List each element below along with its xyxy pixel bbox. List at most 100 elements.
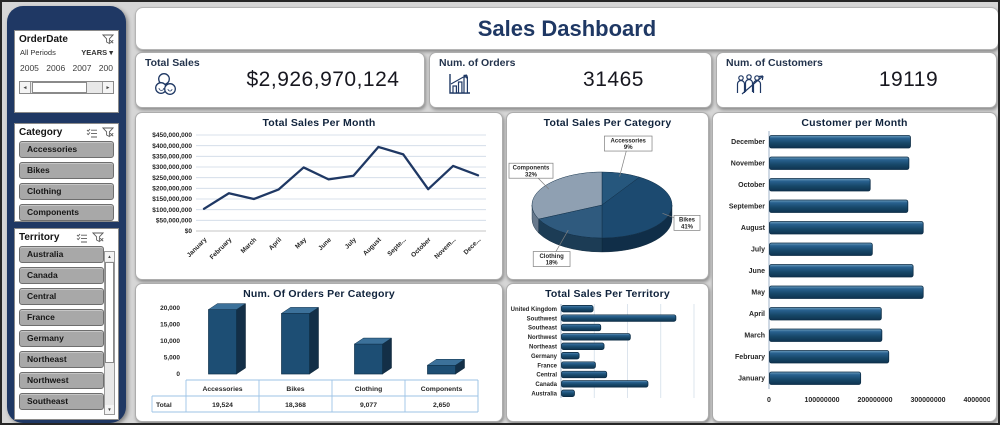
slicer-item-germany[interactable]: Germany — [19, 330, 104, 347]
territory-bar-chart-svg: United Kingdom Southwest Southeast Northwes… — [511, 304, 695, 398]
scroll-left-icon[interactable]: ◄ — [20, 82, 31, 93]
clear-filter-icon[interactable] — [102, 127, 114, 138]
svg-text:0: 0 — [767, 397, 771, 404]
pie-slice-bikes — [601, 176, 673, 239]
category-slicer-list: Accessories Bikes Clothing Components — [19, 141, 114, 221]
svg-text:5,000: 5,000 — [164, 355, 181, 362]
bar-germany — [561, 352, 580, 360]
svg-text:March: March — [240, 236, 259, 255]
category-slicer-title: Category — [19, 127, 63, 138]
bar-october — [769, 178, 871, 192]
timeline-scroll-thumb[interactable] — [31, 82, 88, 93]
clear-filter-icon[interactable] — [92, 232, 104, 243]
clear-filter-icon[interactable] — [102, 34, 114, 45]
total-sales-per-territory-card: Total Sales Per Territory United Kingdom… — [506, 283, 709, 422]
svg-text:$100,000,000: $100,000,000 — [152, 207, 192, 214]
svg-text:$250,000,000: $250,000,000 — [152, 175, 192, 182]
kpi-value: 19119 — [878, 68, 939, 91]
slicer-item-bikes[interactable]: Bikes — [19, 162, 114, 179]
total-sales-per-month-card: Total Sales Per Month $0 $50,000,000 $100,… — [135, 112, 503, 280]
chart-title: Total Sales Per Territory — [545, 288, 670, 300]
timeline-year-2005[interactable]: 2005 — [20, 63, 39, 73]
slicer-item-central[interactable]: Central — [19, 288, 104, 305]
slicer-panel: OrderDate All Periods YEARS ▾ 2005 2006 20… — [7, 6, 126, 423]
bar-may — [769, 285, 924, 299]
total-sales-per-category-chart: Accessories 9% Bikes 41% Clothing 18% Componen… — [507, 129, 708, 271]
sales-line-series — [202, 145, 480, 210]
bar-march — [769, 328, 883, 342]
scroll-right-icon[interactable]: ► — [102, 82, 113, 93]
kpi-num-customers: Num. of Customers 19119 — [716, 52, 997, 108]
svg-text:10,000: 10,000 — [160, 338, 180, 345]
svg-text:Northwest: Northwest — [528, 335, 557, 341]
pie-callout — [673, 215, 701, 231]
timeline-period-label: All Periods — [20, 48, 56, 57]
svg-text:Bikes: Bikes — [286, 386, 304, 393]
pie-callout — [508, 162, 554, 179]
svg-text:Southeast: Southeast — [528, 326, 557, 332]
column-accessories — [208, 309, 237, 375]
slicer-item-northeast[interactable]: Northeast — [19, 351, 104, 368]
svg-text:November: November — [731, 160, 766, 167]
svg-text:April: April — [268, 236, 284, 252]
slicer-item-components[interactable]: Components — [19, 204, 114, 221]
slicer-item-accessories[interactable]: Accessories — [19, 141, 114, 158]
timeline-years[interactable]: 2005 2006 2007 200 — [20, 63, 113, 73]
territory-slicer-list: Australia Canada Central France Germany North… — [19, 246, 104, 410]
slicer-item-canada[interactable]: Canada — [19, 267, 104, 284]
customers-icon — [736, 74, 764, 95]
customer-per-month-chart: December November October September August Ju… — [713, 129, 996, 415]
svg-text:400000000: 400000000 — [963, 397, 990, 404]
timeline-year-200[interactable]: 200 — [98, 63, 113, 73]
svg-text:July: July — [344, 236, 358, 250]
territory-slicer: Territory Australia Canada Central France Ge… — [14, 228, 119, 420]
bar-northwest — [561, 333, 631, 341]
bar-december — [769, 135, 911, 149]
timeline-scrollbar[interactable]: ◄ ► — [19, 81, 114, 94]
multi-select-icon[interactable] — [86, 128, 98, 138]
svg-text:December: December — [731, 139, 765, 146]
total-sales-per-territory-chart: United Kingdom Southwest Southeast Northwes… — [507, 300, 708, 412]
timeline-year-2007[interactable]: 2007 — [72, 63, 92, 73]
svg-text:Germany: Germany — [531, 354, 558, 360]
customer-bar-chart-svg: December November October September August Ju… — [729, 131, 990, 404]
total-sales-per-month-chart: $0 $50,000,000 $100,000,000 $150,000,000 $20… — [136, 129, 502, 271]
slicer-item-clothing[interactable]: Clothing — [19, 183, 114, 200]
svg-text:March: March — [744, 332, 765, 339]
svg-text:Canada: Canada — [535, 382, 557, 388]
svg-text:Central: Central — [536, 373, 557, 379]
orders-per-category-chart: 0 5,000 10,000 15,000 20,000 Accessories 19,52… — [136, 300, 502, 416]
line-chart-svg: $0 $50,000,000 $100,000,000 $150,000,000 $20… — [152, 132, 486, 261]
svg-text:Bikes: Bikes — [679, 218, 696, 224]
slicer-item-northwest[interactable]: Northwest — [19, 372, 104, 389]
coins-icon — [155, 73, 176, 95]
svg-text:February: February — [209, 236, 234, 261]
territory-scroll-thumb[interactable] — [105, 262, 114, 363]
svg-text:February: February — [735, 354, 765, 361]
svg-text:18,368: 18,368 — [285, 402, 306, 409]
bar-january — [769, 371, 862, 385]
timeline-year-2006[interactable]: 2006 — [46, 63, 66, 73]
svg-text:$50,000,000: $50,000,000 — [156, 218, 193, 225]
scroll-down-icon[interactable]: ▼ — [105, 405, 114, 414]
svg-text:Australia: Australia — [531, 392, 557, 398]
svg-text:August: August — [741, 225, 766, 232]
svg-text:Northeast: Northeast — [529, 345, 557, 351]
column-bikes — [281, 313, 310, 375]
slicer-item-france[interactable]: France — [19, 309, 104, 326]
column-side — [236, 303, 246, 375]
timeline-granularity-dropdown[interactable]: YEARS ▾ — [81, 48, 113, 57]
kpi-label: Num. of Orders — [439, 57, 516, 69]
bar-central — [561, 370, 608, 379]
title-bar: Sales Dashboard — [135, 7, 998, 50]
kpi-total-sales: Total Sales $2,926,970,124 — [135, 52, 425, 108]
svg-text:Dece...: Dece... — [463, 236, 483, 256]
kpi-label: Num. of Customers — [726, 57, 823, 69]
multi-select-icon[interactable] — [76, 233, 88, 243]
territory-scrollbar[interactable]: ▲ ▼ — [104, 251, 115, 415]
svg-text:Components: Components — [513, 166, 550, 172]
slicer-item-southeast[interactable]: Southeast — [19, 393, 104, 410]
slicer-item-australia[interactable]: Australia — [19, 246, 104, 263]
scroll-up-icon[interactable]: ▲ — [105, 252, 114, 261]
kpi-value: 31465 — [583, 68, 644, 91]
